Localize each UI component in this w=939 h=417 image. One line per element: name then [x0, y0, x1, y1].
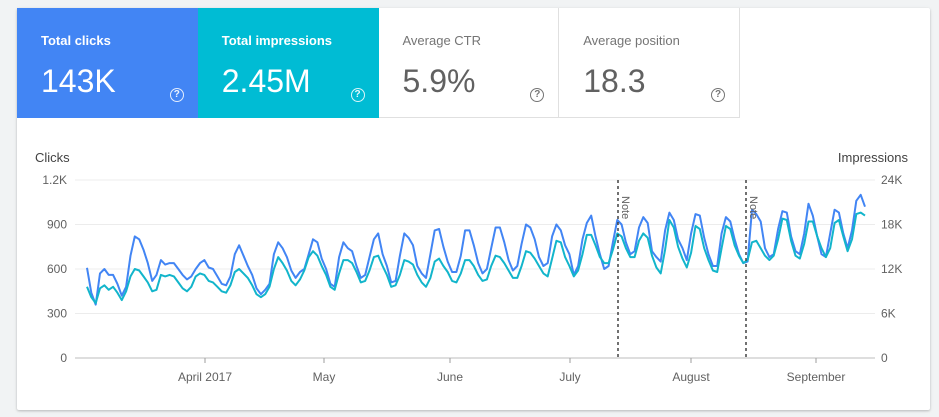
metric-label: Average CTR — [402, 33, 482, 48]
right-axis-ticks: 24K 18K 12K 6K 0 — [881, 173, 902, 365]
help-icon[interactable]: ? — [350, 88, 365, 102]
series-lines — [86, 193, 866, 306]
right-tick-label: 12K — [881, 262, 902, 276]
x-tick-label: August — [672, 370, 710, 384]
left-tick-label: 600 — [47, 262, 67, 276]
x-tick-label: July — [559, 370, 580, 384]
help-icon[interactable]: ? — [711, 88, 725, 102]
left-tick-label: 1.2K — [42, 173, 67, 187]
left-axis-ticks: 1.2K 900 600 300 0 — [42, 173, 67, 365]
right-tick-label: 24K — [881, 173, 902, 187]
x-tick-label: September — [787, 370, 846, 384]
metric-value: 18.3 — [583, 63, 646, 99]
metric-label: Average position — [583, 33, 680, 48]
left-tick-label: 900 — [47, 218, 67, 232]
left-tick-label: 0 — [60, 351, 67, 365]
clicks-series-line — [86, 193, 866, 306]
right-tick-label: 0 — [881, 351, 888, 365]
left-tick-label: 300 — [47, 307, 67, 321]
help-icon[interactable]: ? — [169, 88, 184, 102]
left-axis-title: Clicks — [35, 150, 70, 165]
right-tick-label: 6K — [881, 307, 896, 321]
metric-total-clicks[interactable]: Total clicks 143K ? — [17, 8, 198, 118]
x-tick-label: June — [437, 370, 463, 384]
impressions-series-line — [86, 211, 866, 305]
metric-average-position[interactable]: Average position 18.3 ? — [559, 8, 740, 118]
metric-average-ctr[interactable]: Average CTR 5.9% ? — [378, 8, 560, 118]
metric-value: 143K — [41, 63, 116, 99]
right-axis-title: Impressions — [838, 150, 909, 165]
performance-chart[interactable]: Clicks Impressions 1.2K 900 600 300 0 24K 18K… — [17, 8, 930, 410]
metric-label: Total impressions — [221, 33, 333, 48]
annotation-label[interactable]: Note — [619, 196, 631, 219]
x-tick-label: April 2017 — [178, 370, 232, 384]
annotations[interactable]: Note Note — [617, 180, 759, 358]
x-axis-ticks: April 2017 May June July August September — [178, 358, 845, 384]
metric-value: 2.45M — [221, 63, 311, 99]
metric-tabs: Total clicks 143K ? Total impressions 2.… — [17, 8, 740, 118]
right-tick-label: 18K — [881, 218, 902, 232]
help-icon[interactable]: ? — [530, 88, 545, 102]
metric-total-impressions[interactable]: Total impressions 2.45M ? — [197, 8, 379, 118]
metric-value: 5.9% — [402, 63, 476, 99]
performance-card: Total clicks 143K ? Total impressions 2.… — [17, 8, 930, 410]
metric-label: Total clicks — [41, 33, 111, 48]
annotation-label[interactable]: Note — [747, 196, 759, 219]
x-tick-label: May — [313, 370, 336, 384]
